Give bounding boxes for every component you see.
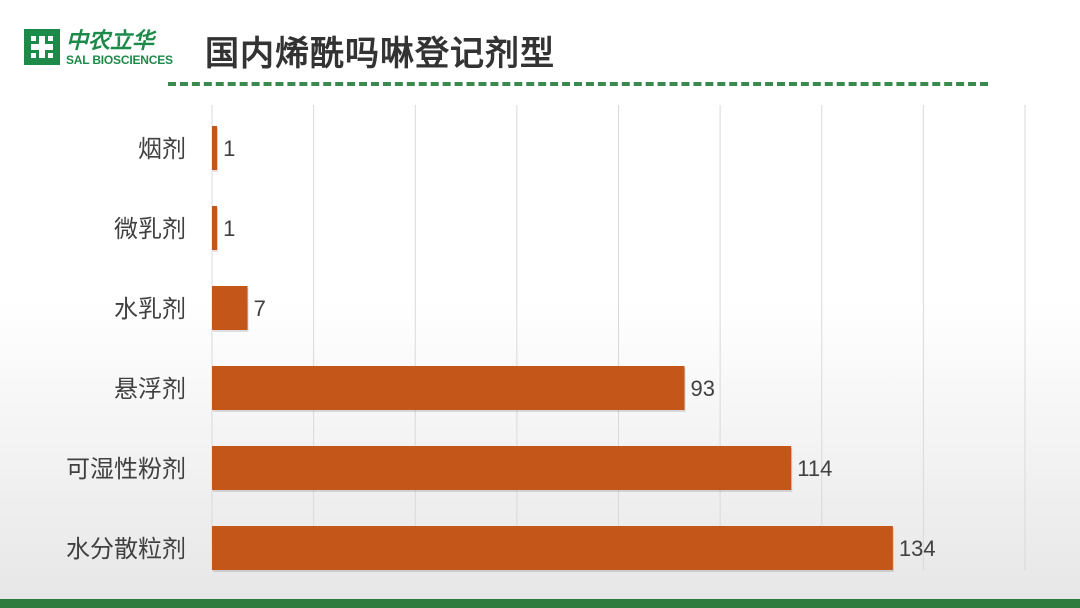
bar — [212, 366, 685, 410]
bars — [212, 126, 894, 572]
value-label: 114 — [797, 456, 832, 481]
logo-english-text: SAL BIOSCIENCES — [66, 53, 173, 67]
bar — [212, 526, 893, 570]
title-divider — [168, 82, 988, 86]
bar — [212, 286, 248, 330]
category-label: 烟剂 — [138, 135, 186, 163]
value-label: 1 — [223, 136, 235, 161]
logo: 中农立华 SAL BIOSCIENCES — [22, 25, 173, 70]
logo-chinese-text: 中农立华 — [66, 28, 155, 54]
bar — [212, 446, 792, 490]
page-title: 国内烯酰吗啉登记剂型 — [205, 34, 555, 74]
bar — [212, 206, 218, 250]
category-label: 水分散粒剂 — [66, 535, 186, 563]
value-labels: 1 1 7 93 114 134 — [223, 136, 936, 561]
grid-lines — [211, 105, 1026, 570]
category-label: 水乳剂 — [114, 295, 186, 323]
value-label: 1 — [223, 216, 235, 241]
category-label: 可湿性粉剂 — [66, 455, 186, 483]
value-label: 7 — [254, 296, 266, 321]
value-label: 134 — [899, 536, 936, 561]
value-label: 93 — [691, 376, 715, 401]
category-label: 微乳剂 — [114, 215, 186, 243]
bottom-bar — [0, 599, 1080, 608]
bar — [212, 126, 218, 170]
category-label: 悬浮剂 — [114, 375, 186, 403]
logo-mark-icon — [24, 29, 60, 65]
